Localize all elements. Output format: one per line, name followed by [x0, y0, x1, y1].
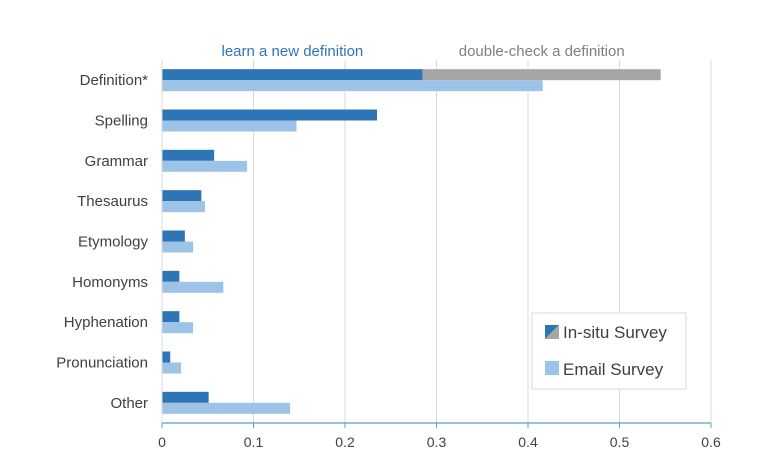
- x-tick-label: 0.1: [244, 434, 264, 450]
- legend: In-situ Survey Email Survey: [531, 312, 687, 390]
- x-tick-label: 0.3: [427, 434, 447, 450]
- legend-label-in-situ: In-situ Survey: [563, 323, 667, 342]
- category-label: Thesaurus: [77, 193, 148, 210]
- bar-in-situ-definition-segment-2: [422, 69, 661, 81]
- bar-email-thesaurus: [162, 201, 206, 213]
- bar-in-situ-thesaurus: [162, 190, 202, 202]
- bar-in-situ-grammar: [162, 149, 215, 161]
- x-tick-label: 0.6: [701, 434, 721, 450]
- bar-in-situ-spelling: [162, 109, 378, 121]
- bar-in-situ-etymology: [162, 230, 185, 242]
- legend-swatch-in-situ-gray: [545, 325, 559, 339]
- category-label: Definition*: [80, 72, 149, 89]
- bar-email-homonyms: [162, 281, 224, 293]
- x-tick-label: 0.5: [610, 434, 630, 450]
- x-tick-label: 0: [158, 434, 166, 450]
- bar-email-definition: [162, 80, 543, 92]
- bar-in-situ-pronunciation: [162, 351, 171, 363]
- legend-swatch-email: [545, 361, 559, 375]
- category-label: Other: [110, 395, 148, 412]
- bar-in-situ-hyphenation: [162, 311, 180, 323]
- bar-email-hyphenation: [162, 322, 194, 334]
- annotations: learn a new definition double-check a de…: [222, 43, 625, 60]
- bar-email-etymology: [162, 241, 194, 253]
- category-label: Pronunciation: [56, 355, 148, 372]
- category-label: Etymology: [78, 234, 149, 251]
- annotation-learn-new-definition: learn a new definition: [222, 43, 364, 60]
- annotation-double-check-definition: double-check a definition: [459, 43, 625, 60]
- bar-in-situ-other: [162, 391, 209, 403]
- bars: [162, 69, 661, 414]
- legend-swatch-in-situ: [545, 325, 559, 339]
- x-axis: 0 0.1 0.2 0.3 0.4 0.5 0.6: [158, 60, 721, 450]
- category-label: Hyphenation: [64, 314, 148, 331]
- bar-email-pronunciation: [162, 362, 182, 374]
- category-label: Grammar: [85, 153, 148, 170]
- x-tick-label: 0.2: [335, 434, 355, 450]
- category-label: Homonyms: [72, 274, 148, 291]
- bar-in-situ-definition-segment-1: [162, 69, 423, 81]
- bar-email-spelling: [162, 120, 297, 132]
- bar-in-situ-homonyms: [162, 270, 180, 282]
- category-labels: Definition* Spelling Grammar Thesaurus Etymo…: [56, 72, 148, 412]
- legend-label-email: Email Survey: [563, 360, 664, 379]
- category-label: Spelling: [95, 113, 148, 130]
- bar-email-grammar: [162, 160, 248, 172]
- bar-email-other: [162, 402, 291, 414]
- x-tick-label: 0.4: [518, 434, 538, 450]
